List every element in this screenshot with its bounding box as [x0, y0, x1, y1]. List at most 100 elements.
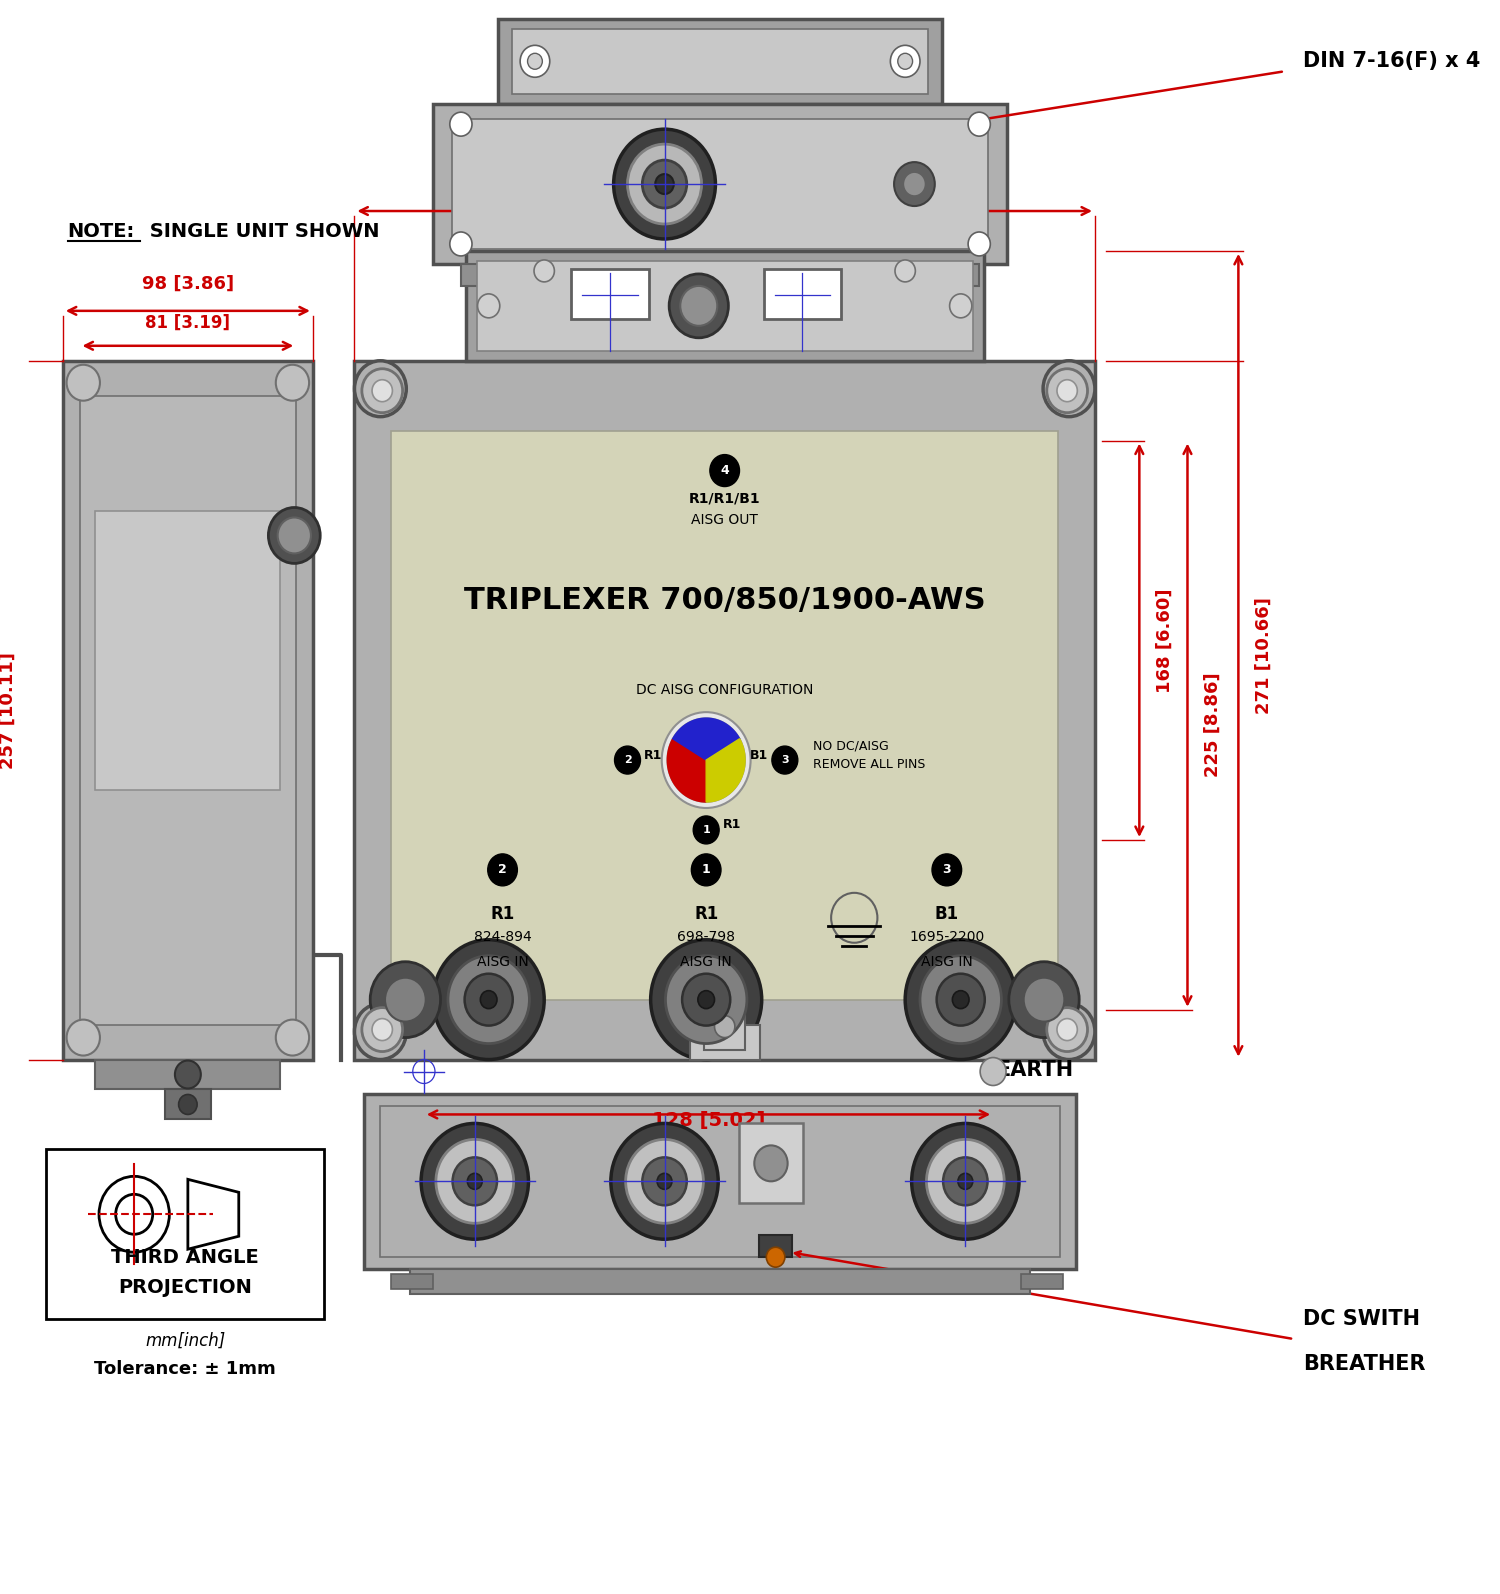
Circle shape — [372, 379, 393, 402]
Text: 128 [5.02]: 128 [5.02] — [652, 1111, 765, 1130]
Bar — [477, 261, 972, 351]
Circle shape — [448, 956, 530, 1044]
Circle shape — [422, 1124, 528, 1239]
Text: 2: 2 — [498, 864, 507, 877]
Bar — [452, 120, 989, 249]
Circle shape — [465, 974, 513, 1025]
Text: 271 [10.66]: 271 [10.66] — [1256, 596, 1274, 714]
Text: 3: 3 — [782, 756, 789, 765]
Circle shape — [669, 274, 729, 338]
Circle shape — [1010, 961, 1078, 1038]
Circle shape — [610, 1124, 718, 1239]
Circle shape — [754, 1146, 788, 1181]
Circle shape — [831, 893, 878, 942]
Text: DC SWITH: DC SWITH — [1304, 1309, 1420, 1329]
Circle shape — [268, 507, 320, 563]
Circle shape — [450, 112, 472, 135]
Circle shape — [278, 518, 310, 553]
Text: B1: B1 — [750, 749, 768, 762]
Text: 824-894: 824-894 — [474, 929, 531, 944]
Circle shape — [450, 233, 472, 257]
Polygon shape — [706, 738, 746, 802]
Bar — [392, 430, 1058, 999]
Bar — [363, 1095, 1077, 1269]
Bar — [410, 1269, 1030, 1294]
Text: AISG IN: AISG IN — [477, 955, 528, 969]
Text: R1/R1/B1: R1/R1/B1 — [688, 491, 760, 505]
Circle shape — [710, 454, 740, 486]
Text: THIRD ANGLE: THIRD ANGLE — [111, 1248, 260, 1267]
Circle shape — [488, 854, 518, 886]
Text: 2: 2 — [624, 756, 632, 765]
Text: AISG OUT: AISG OUT — [692, 513, 758, 528]
Bar — [465, 250, 984, 360]
Text: 1: 1 — [702, 864, 711, 877]
Text: mm[inch]: mm[inch] — [146, 1333, 225, 1350]
Text: 1695-2200: 1695-2200 — [909, 929, 984, 944]
Text: DC AISG CONFIGURATION: DC AISG CONFIGURATION — [636, 684, 813, 697]
Circle shape — [904, 940, 1016, 1060]
Circle shape — [920, 956, 1002, 1044]
Circle shape — [1023, 977, 1065, 1022]
Text: 168 [6.60]: 168 [6.60] — [1156, 588, 1174, 692]
Text: 257 [10.11]: 257 [10.11] — [0, 652, 16, 768]
Circle shape — [1042, 1004, 1095, 1060]
Circle shape — [468, 1173, 482, 1189]
Text: EARTH: EARTH — [996, 1060, 1072, 1079]
Text: SINGLE UNIT SHOWN: SINGLE UNIT SHOWN — [144, 222, 380, 241]
Circle shape — [66, 365, 100, 400]
Bar — [460, 265, 980, 285]
Bar — [1022, 1274, 1062, 1290]
Circle shape — [651, 940, 762, 1060]
Bar — [705, 1007, 746, 1049]
Text: NO DC/AISG
REMOVE ALL PINS: NO DC/AISG REMOVE ALL PINS — [813, 740, 925, 770]
Bar — [63, 360, 314, 1060]
Circle shape — [1058, 1019, 1077, 1041]
Text: BREATHER: BREATHER — [1304, 1353, 1425, 1374]
Circle shape — [968, 233, 990, 257]
Text: NOTE:: NOTE: — [68, 222, 135, 241]
Bar — [96, 1060, 280, 1089]
Circle shape — [276, 1020, 309, 1055]
Polygon shape — [668, 738, 706, 802]
Circle shape — [99, 1176, 170, 1253]
Circle shape — [714, 1015, 735, 1038]
Circle shape — [176, 1060, 201, 1089]
Circle shape — [656, 174, 674, 194]
Circle shape — [520, 45, 550, 77]
Circle shape — [968, 112, 990, 135]
Bar — [392, 1274, 433, 1290]
Circle shape — [1047, 368, 1088, 413]
Circle shape — [681, 285, 717, 325]
Circle shape — [894, 163, 934, 206]
Bar — [46, 1149, 324, 1320]
Circle shape — [433, 940, 544, 1060]
Circle shape — [682, 974, 730, 1025]
Text: R1: R1 — [694, 905, 718, 923]
Circle shape — [362, 1007, 402, 1052]
Circle shape — [627, 143, 702, 225]
Text: 1: 1 — [702, 826, 709, 835]
Bar — [764, 269, 842, 319]
Circle shape — [614, 129, 716, 239]
Circle shape — [766, 1247, 784, 1267]
Text: 225 [8.86]: 225 [8.86] — [1204, 673, 1222, 778]
Bar — [433, 104, 1006, 265]
Circle shape — [1042, 360, 1095, 416]
Text: 128 [5.02]: 128 [5.02] — [668, 204, 782, 223]
Text: 698-798: 698-798 — [676, 929, 735, 944]
Circle shape — [642, 159, 687, 209]
Circle shape — [477, 293, 500, 317]
Circle shape — [898, 53, 912, 69]
Text: 236 [9.28]: 236 [9.28] — [668, 174, 782, 193]
Bar — [512, 29, 928, 94]
Circle shape — [480, 990, 496, 1009]
Circle shape — [903, 172, 926, 196]
Circle shape — [896, 260, 915, 282]
Circle shape — [936, 974, 986, 1025]
Circle shape — [354, 1004, 407, 1060]
Circle shape — [642, 1157, 687, 1205]
Circle shape — [944, 1157, 987, 1205]
Text: R1: R1 — [723, 818, 741, 832]
Text: B1: B1 — [934, 905, 958, 923]
